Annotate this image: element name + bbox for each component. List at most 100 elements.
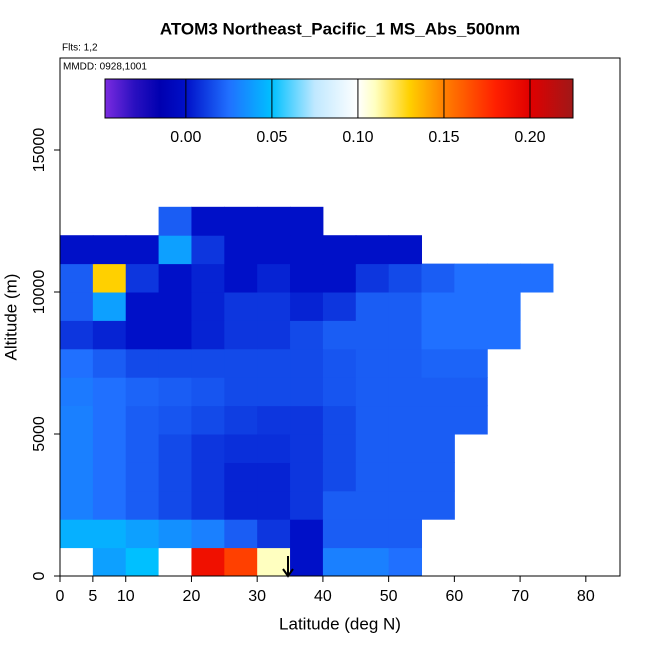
heat-cell — [191, 547, 225, 577]
heat-cell — [355, 263, 390, 293]
heat-cell — [191, 462, 225, 492]
heat-cell — [60, 320, 94, 350]
heat-cell — [355, 434, 390, 463]
heat-cell — [158, 292, 192, 321]
heat-cell — [92, 320, 127, 350]
heatmap-cells — [60, 206, 554, 577]
heat-cell — [92, 263, 127, 293]
heat-cell — [92, 434, 127, 463]
heat-cell — [290, 263, 324, 293]
heat-cell — [125, 434, 160, 463]
heat-cell — [290, 547, 324, 577]
heat-cell — [60, 519, 94, 549]
heat-cell — [60, 434, 94, 463]
heat-cell — [224, 405, 258, 435]
heat-cell — [92, 377, 127, 407]
heat-cell — [158, 547, 192, 577]
y-axis-label: Altitude (m) — [1, 274, 20, 361]
x-tick-label: 40 — [314, 588, 332, 605]
heat-cell — [224, 348, 258, 378]
heat-cell — [322, 377, 357, 407]
heat-cell — [191, 206, 225, 236]
heat-cell — [60, 462, 94, 492]
heat-cell — [224, 320, 258, 350]
heat-cell — [158, 263, 192, 293]
heat-cell — [322, 405, 357, 435]
annotation: MMDD: 0928,1001 — [63, 62, 147, 73]
heat-cell — [125, 490, 160, 520]
heat-cell — [92, 292, 127, 321]
heat-cell — [60, 348, 94, 378]
heat-cell — [322, 434, 357, 463]
colorbar-tick-label: 0.00 — [170, 129, 201, 146]
heat-cell — [60, 263, 94, 293]
heat-cell — [355, 462, 390, 492]
heat-cell — [125, 462, 160, 492]
heat-cell — [158, 519, 192, 549]
heat-cell — [158, 462, 192, 492]
heat-cell — [224, 206, 258, 236]
heat-cell — [191, 377, 225, 407]
heat-cell — [224, 490, 258, 520]
heat-cell — [421, 292, 455, 321]
heat-cell — [191, 235, 225, 265]
heat-cell — [290, 490, 324, 520]
heat-cell — [487, 292, 521, 321]
colorbar-tick-label: 0.20 — [514, 129, 545, 146]
chart-title: ATOM3 Northeast_Pacific_1 MS_Abs_500nm — [160, 19, 520, 38]
heat-cell — [355, 377, 390, 407]
heat-cell — [388, 348, 423, 378]
heat-cell — [388, 462, 423, 492]
heat-cell — [224, 519, 258, 549]
annotation: Flts: 1,2 — [62, 43, 98, 54]
x-tick-label: 80 — [577, 588, 595, 605]
heat-cell — [322, 462, 357, 492]
colorbar-tick-label: 0.05 — [256, 129, 287, 146]
y-tick-label: 0 — [31, 571, 48, 580]
heat-cell — [322, 235, 357, 265]
heat-cell — [388, 263, 423, 293]
heat-cell — [257, 292, 291, 321]
heat-cell — [322, 320, 357, 350]
heat-cell — [421, 490, 455, 520]
heat-cell — [92, 348, 127, 378]
heat-cell — [257, 519, 291, 549]
heat-cell — [191, 519, 225, 549]
heat-cell — [224, 235, 258, 265]
heat-cell — [355, 519, 390, 549]
heat-cell — [224, 377, 258, 407]
heat-cell — [191, 320, 225, 350]
heat-cell — [257, 206, 291, 236]
x-tick-label: 10 — [117, 588, 135, 605]
heat-cell — [322, 292, 357, 321]
heat-cell — [92, 462, 127, 492]
y-tick-label: 10000 — [31, 270, 48, 315]
heat-cell — [290, 348, 324, 378]
heat-cell — [290, 377, 324, 407]
arrow — [282, 556, 294, 578]
heat-cell — [92, 405, 127, 435]
heat-cell — [454, 320, 488, 350]
heat-cell — [257, 405, 291, 435]
x-axis-label: Latitude (deg N) — [279, 614, 401, 633]
heat-cell — [224, 462, 258, 492]
x-tick-label: 50 — [380, 588, 398, 605]
heat-cell — [257, 490, 291, 520]
heat-cell — [158, 348, 192, 378]
heat-cell — [355, 235, 390, 265]
heat-cell — [224, 547, 258, 577]
heat-cell — [290, 434, 324, 463]
heat-cell — [257, 434, 291, 463]
x-tick-label: 30 — [248, 588, 266, 605]
heat-cell — [421, 377, 455, 407]
heat-cell — [388, 547, 423, 577]
x-tick-label: 70 — [511, 588, 529, 605]
x-tick-label: 60 — [445, 588, 463, 605]
heat-cell — [322, 490, 357, 520]
heat-cell — [454, 348, 488, 378]
heat-cell — [421, 405, 455, 435]
heat-cell — [92, 235, 127, 265]
heat-cell — [388, 320, 423, 350]
heat-cell — [125, 519, 160, 549]
